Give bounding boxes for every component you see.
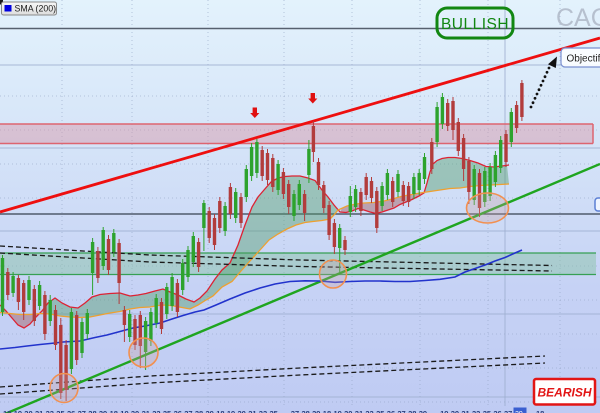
svg-text:25: 25: [163, 409, 171, 413]
svg-text:21: 21: [355, 409, 363, 413]
svg-text:19: 19: [227, 409, 235, 413]
svg-text:29: 29: [312, 409, 320, 413]
svg-text:25: 25: [376, 409, 384, 413]
svg-text:21: 21: [461, 409, 469, 413]
svg-text:20: 20: [238, 409, 246, 413]
svg-text:SMA (200): SMA (200): [15, 4, 57, 14]
svg-text:20: 20: [451, 409, 459, 413]
svg-text:28: 28: [302, 409, 310, 413]
svg-text:20: 20: [131, 409, 139, 413]
svg-text:27: 27: [397, 409, 405, 413]
svg-text:28: 28: [408, 409, 416, 413]
svg-text:19: 19: [334, 409, 342, 413]
svg-text:BEARISH: BEARISH: [537, 386, 591, 400]
svg-text:28: 28: [195, 409, 203, 413]
svg-text:18: 18: [110, 409, 118, 413]
svg-text:22: 22: [152, 409, 160, 413]
svg-text:20: 20: [24, 409, 32, 413]
svg-text:CAC 40: CAC 40: [556, 4, 600, 32]
svg-text:26: 26: [67, 409, 75, 413]
svg-text:21: 21: [35, 409, 43, 413]
svg-text:20: 20: [344, 409, 352, 413]
svg-text:18: 18: [323, 409, 331, 413]
svg-text:25: 25: [483, 409, 491, 413]
svg-text:27: 27: [184, 409, 192, 413]
svg-text:22: 22: [472, 409, 480, 413]
svg-text:28: 28: [88, 409, 96, 413]
svg-text:Objectif: Objectif: [567, 54, 600, 65]
svg-text:29: 29: [515, 411, 523, 413]
svg-text:29: 29: [99, 409, 107, 413]
svg-text:26: 26: [387, 409, 395, 413]
svg-text:BULLISH: BULLISH: [441, 16, 509, 33]
svg-text:21: 21: [248, 409, 256, 413]
svg-text:25: 25: [56, 409, 64, 413]
svg-text:26: 26: [174, 409, 182, 413]
svg-text:18: 18: [216, 409, 224, 413]
svg-text:22: 22: [365, 409, 373, 413]
svg-text:27: 27: [504, 409, 512, 413]
svg-text:25: 25: [270, 409, 278, 413]
svg-text:19: 19: [14, 409, 22, 413]
svg-text:29: 29: [419, 409, 427, 413]
svg-text:21: 21: [142, 409, 150, 413]
svg-text:26: 26: [493, 409, 501, 413]
svg-text:22: 22: [46, 409, 54, 413]
svg-text:29: 29: [206, 409, 214, 413]
svg-text:27: 27: [291, 409, 299, 413]
svg-text:27: 27: [78, 409, 86, 413]
svg-text:18: 18: [3, 409, 11, 413]
svg-text:18: 18: [536, 409, 544, 413]
svg-text:19: 19: [440, 409, 448, 413]
svg-text:19: 19: [120, 409, 128, 413]
svg-text:22: 22: [259, 409, 267, 413]
